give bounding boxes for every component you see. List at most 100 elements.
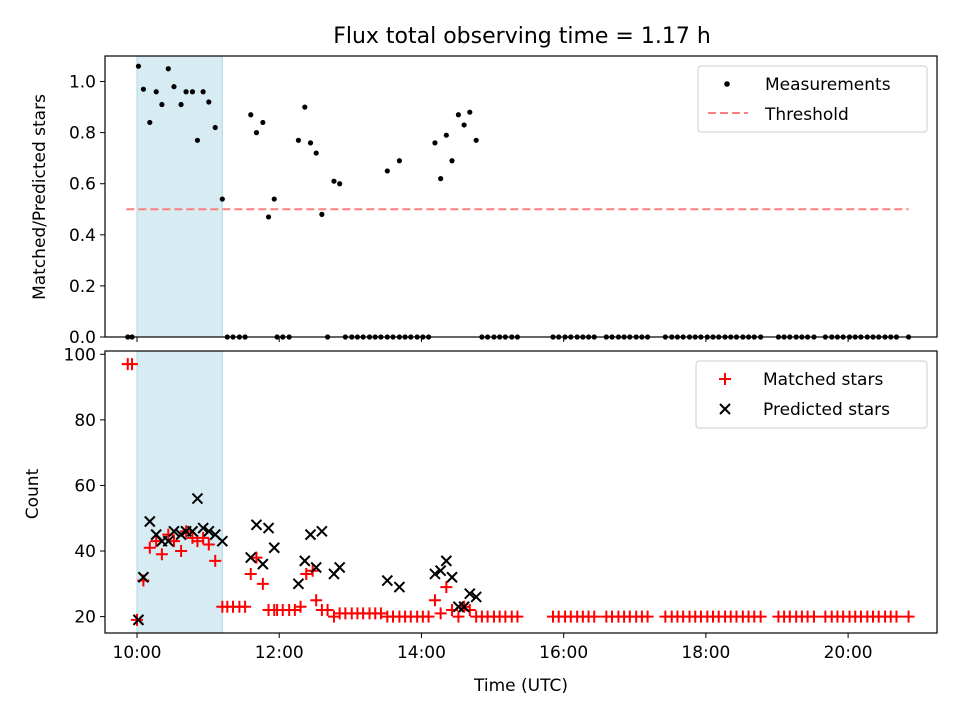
legend-measurements-swatch: [724, 81, 730, 87]
matched-star-point: [321, 604, 334, 617]
predicted-star-point: [292, 578, 305, 590]
predicted-star-point: [137, 571, 150, 583]
matched-star-point: [209, 554, 222, 567]
matched-star-point: [126, 358, 139, 371]
matched-star-point: [300, 567, 313, 580]
legend-matched-swatch: [719, 373, 731, 385]
measurement-point: [265, 214, 272, 220]
predicted-star-point: [393, 581, 406, 593]
predicted-star-point: [310, 561, 322, 574]
predicted-star-point: [144, 515, 156, 528]
matched-star-point: [374, 607, 387, 620]
predicted-star-point: [203, 525, 215, 538]
x-tick-label: 12:00: [255, 643, 304, 663]
predicted-star-point: [440, 555, 453, 567]
x-tick-label: 18:00: [681, 643, 730, 663]
measurement-point: [461, 122, 467, 128]
top-y-tick-label: 0.2: [69, 277, 96, 297]
predicted-star-point: [464, 587, 476, 600]
matched-star-point: [294, 600, 307, 613]
matched-star-point: [511, 610, 524, 623]
measurement-point: [200, 89, 206, 95]
measurement-point: [212, 124, 218, 131]
top-legend: Measurements Threshold: [697, 65, 928, 133]
measurement-point: [147, 119, 153, 126]
matched-star-point: [197, 531, 210, 544]
predicted-star-point: [162, 535, 174, 547]
bottom-plot-area: [121, 350, 915, 634]
measurement-point: [443, 132, 449, 138]
x-tick-label: 10:00: [113, 643, 162, 663]
measurement-point: [449, 158, 455, 164]
measurement-point: [295, 137, 302, 143]
predicted-star-point: [257, 558, 269, 570]
measurement-point: [438, 176, 444, 182]
measurement-point: [183, 89, 189, 95]
matched-star-point: [202, 538, 215, 551]
bottom-shaded-span: [136, 350, 223, 634]
matched-star-point: [143, 541, 156, 554]
matched-star-point: [244, 567, 257, 580]
measurement-point: [219, 196, 225, 202]
legend-threshold-label: Threshold: [764, 105, 849, 125]
matched-star-point: [162, 528, 175, 541]
predicted-star-point: [175, 528, 187, 541]
bottom-legend: Matched stars Predicted stars: [695, 360, 928, 429]
x-tick-label: 20:00: [824, 643, 873, 663]
predicted-star-point: [197, 522, 209, 534]
bottom-y-tick-label: 80: [74, 411, 96, 431]
measurement-point: [319, 211, 325, 217]
predicted-star-point: [168, 525, 180, 538]
top-y-tick-label: 0.4: [69, 226, 96, 246]
matched-star-point: [131, 613, 143, 626]
bottom-y-tick-label: 60: [74, 476, 96, 496]
matched-star-point: [434, 607, 447, 620]
matched-star-point: [902, 610, 915, 623]
bottom-y-axis-label: Count: [23, 468, 43, 519]
measurement-point: [248, 112, 254, 118]
measurement-point: [455, 112, 462, 118]
matched-star-point: [440, 581, 453, 594]
matched-star-point: [422, 610, 435, 623]
matched-star-point: [175, 545, 188, 558]
measurement-point: [384, 168, 390, 174]
predicted-star-point: [304, 528, 317, 541]
predicted-star-point: [132, 614, 145, 626]
top-legend-box: [697, 65, 928, 133]
top-y-tick-label: 1.0: [69, 73, 96, 93]
top-y-tick-label: 0.6: [69, 175, 96, 195]
matched-star-point: [463, 604, 476, 617]
predicted-star-point: [446, 571, 458, 583]
bottom-y-tick-label: 20: [74, 608, 96, 628]
predicted-star-point: [458, 601, 470, 613]
legend-predicted-label: Predicted stars: [763, 400, 890, 420]
predicted-star-point: [245, 551, 257, 564]
top-y-tick-label: 0.8: [69, 124, 96, 144]
top-plot-area: [125, 55, 912, 340]
measurement-point: [260, 119, 266, 126]
measurement-point: [467, 109, 473, 115]
legend-predicted-swatch: [719, 403, 731, 415]
legend-matched-label: Matched stars: [763, 370, 883, 390]
top-plot-frame: [104, 55, 938, 338]
measurement-point: [159, 101, 165, 108]
predicted-star-point: [333, 561, 346, 574]
measurement-point: [140, 86, 146, 92]
measurement-point: [178, 101, 184, 108]
predicted-star-point: [186, 525, 199, 538]
predicted-star-point: [191, 492, 204, 505]
measurement-point: [135, 63, 142, 69]
measurement-point: [253, 130, 260, 136]
matched-star-point: [807, 610, 820, 623]
top-panel: 0.0 0.2 0.4 0.6 0.8 1.0 Matched/Predicted sta…: [30, 55, 938, 348]
matched-star-point: [428, 594, 441, 607]
bottom-plot-frame: [104, 350, 938, 634]
measurement-point: [331, 178, 337, 184]
x-axis-label: Time (UTC): [473, 676, 568, 696]
predicted-star-point: [299, 555, 311, 567]
measurement-point: [271, 196, 277, 202]
measurement-point: [337, 181, 343, 187]
matched-star-point: [239, 600, 252, 613]
predicted-star-point: [470, 591, 482, 603]
measurement-point: [171, 84, 177, 90]
